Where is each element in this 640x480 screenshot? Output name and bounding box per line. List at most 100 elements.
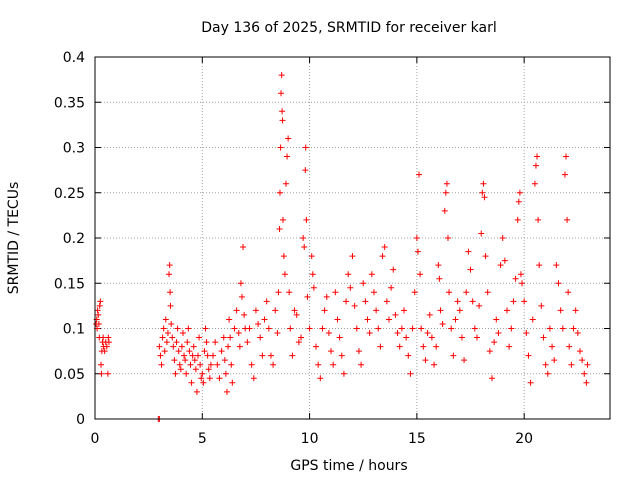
data-point	[362, 298, 369, 305]
data-point	[508, 325, 515, 332]
data-point	[473, 334, 480, 341]
data-point	[280, 253, 287, 260]
data-point	[303, 216, 310, 223]
data-point	[535, 216, 542, 223]
data-point	[519, 280, 526, 287]
data-point	[287, 325, 294, 332]
data-point	[183, 370, 190, 377]
data-point	[323, 293, 330, 300]
data-point	[166, 271, 173, 278]
data-point	[233, 307, 240, 314]
data-point	[332, 289, 339, 296]
data-point	[171, 357, 178, 364]
data-point	[448, 325, 455, 332]
data-point	[379, 253, 386, 260]
data-point	[257, 334, 264, 341]
data-point	[306, 325, 313, 332]
data-point	[201, 348, 208, 355]
data-point	[568, 361, 575, 368]
data-point	[161, 348, 168, 355]
data-point	[439, 320, 446, 327]
data-point	[163, 339, 170, 346]
data-point	[480, 180, 487, 187]
x-tick-label: 15	[408, 431, 426, 447]
data-point	[173, 339, 180, 346]
data-point	[96, 302, 103, 309]
data-point	[411, 289, 418, 296]
data-point	[442, 189, 449, 196]
x-tick-label: 0	[91, 431, 100, 447]
data-point	[200, 379, 207, 386]
data-point	[561, 171, 568, 178]
data-point	[467, 266, 474, 273]
data-point	[441, 207, 448, 214]
y-tick-label: 0.25	[54, 186, 85, 202]
data-point	[279, 108, 286, 115]
data-point	[164, 330, 171, 337]
data-point	[581, 370, 588, 377]
data-point	[181, 352, 188, 359]
data-point	[174, 325, 181, 332]
data-point	[310, 284, 317, 291]
data-point	[191, 357, 198, 364]
data-point	[167, 302, 174, 309]
data-point	[270, 361, 277, 368]
y-tick-label: 0.15	[54, 276, 85, 292]
data-point	[295, 339, 302, 346]
data-point	[227, 334, 234, 341]
data-point	[330, 361, 337, 368]
data-point	[450, 352, 457, 359]
data-point	[469, 298, 476, 305]
data-point	[444, 235, 451, 241]
data-point	[267, 352, 274, 359]
data-point	[190, 343, 197, 350]
data-point	[167, 289, 174, 296]
data-point	[315, 361, 322, 368]
data-point	[385, 316, 392, 323]
data-point	[185, 325, 192, 332]
data-point	[199, 370, 206, 377]
data-point	[478, 230, 485, 237]
data-point	[458, 334, 465, 341]
data-point	[347, 284, 354, 291]
data-point	[437, 307, 444, 314]
data-point	[189, 352, 196, 359]
data-point	[100, 334, 107, 341]
data-point	[263, 298, 270, 305]
data-point	[248, 361, 255, 368]
data-point	[319, 325, 326, 332]
data-point	[278, 90, 285, 97]
data-point	[317, 375, 324, 382]
data-point	[265, 325, 272, 332]
data-point	[308, 253, 315, 260]
data-point	[381, 244, 388, 251]
data-point	[515, 198, 522, 205]
data-point	[210, 352, 217, 359]
data-point	[436, 275, 443, 282]
x-tick-label: 10	[301, 431, 319, 447]
data-point	[510, 298, 517, 305]
data-point	[205, 366, 212, 373]
data-point	[338, 352, 345, 359]
data-point	[420, 343, 427, 350]
data-point	[95, 311, 102, 318]
data-point	[244, 339, 251, 346]
data-point	[358, 361, 365, 368]
data-point	[574, 330, 581, 337]
data-point	[349, 253, 356, 260]
data-point	[443, 180, 450, 187]
data-point	[364, 316, 371, 323]
data-point	[536, 262, 543, 269]
data-point	[570, 325, 577, 332]
data-point	[501, 257, 508, 264]
data-point	[418, 325, 425, 332]
data-point	[188, 379, 195, 386]
y-tick-label: 0.35	[54, 95, 85, 111]
data-point	[340, 370, 347, 377]
data-point	[193, 388, 200, 395]
data-point	[488, 375, 495, 382]
data-point	[523, 330, 530, 337]
data-point	[98, 361, 105, 368]
data-point	[293, 311, 300, 318]
data-point	[272, 307, 279, 314]
